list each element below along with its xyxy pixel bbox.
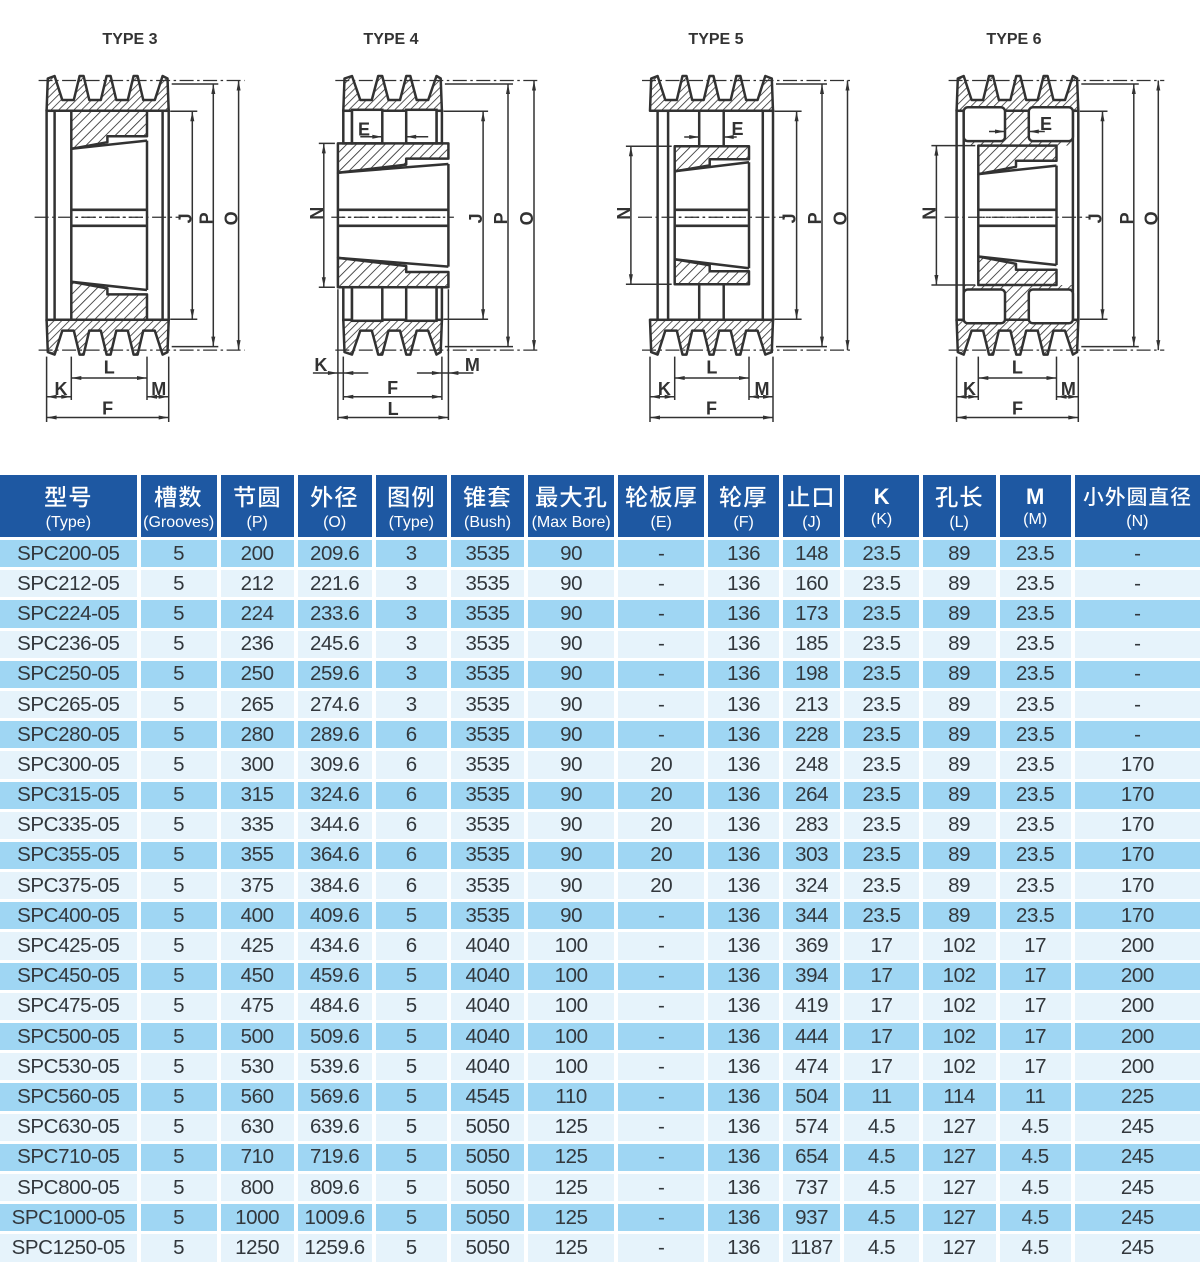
svg-text:O: O <box>831 211 851 225</box>
svg-text:J: J <box>175 213 195 223</box>
svg-text:P: P <box>196 212 216 224</box>
svg-text:O: O <box>1141 211 1161 225</box>
svg-text:K: K <box>658 379 671 399</box>
svg-text:N: N <box>919 207 939 220</box>
svg-text:N: N <box>307 207 327 220</box>
svg-text:J: J <box>466 213 486 223</box>
svg-text:O: O <box>517 211 537 225</box>
svg-text:TYPE 3: TYPE 3 <box>102 31 157 48</box>
svg-text:K: K <box>55 379 68 399</box>
svg-text:N: N <box>614 207 634 220</box>
svg-text:L: L <box>706 358 717 378</box>
svg-text:P: P <box>491 212 511 224</box>
svg-text:M: M <box>465 355 480 375</box>
svg-text:F: F <box>706 399 717 419</box>
svg-text:P: P <box>805 212 825 224</box>
svg-text:K: K <box>314 355 327 375</box>
svg-text:F: F <box>1012 399 1023 419</box>
svg-text:L: L <box>104 358 115 378</box>
svg-text:J: J <box>1086 213 1106 223</box>
svg-text:L: L <box>388 399 399 419</box>
svg-text:M: M <box>151 379 166 399</box>
svg-text:J: J <box>780 213 800 223</box>
svg-text:F: F <box>102 399 113 419</box>
svg-text:TYPE 5: TYPE 5 <box>688 31 743 48</box>
svg-text:M: M <box>1061 379 1076 399</box>
svg-text:M: M <box>755 379 770 399</box>
svg-text:E: E <box>358 120 370 140</box>
svg-text:K: K <box>963 379 976 399</box>
svg-text:O: O <box>222 211 242 225</box>
svg-text:TYPE 4: TYPE 4 <box>363 31 418 48</box>
svg-text:TYPE 6: TYPE 6 <box>986 31 1041 48</box>
svg-text:E: E <box>731 119 743 139</box>
svg-text:F: F <box>387 378 398 398</box>
svg-text:P: P <box>1117 212 1137 224</box>
svg-text:L: L <box>1012 358 1023 378</box>
svg-text:E: E <box>1040 114 1052 134</box>
